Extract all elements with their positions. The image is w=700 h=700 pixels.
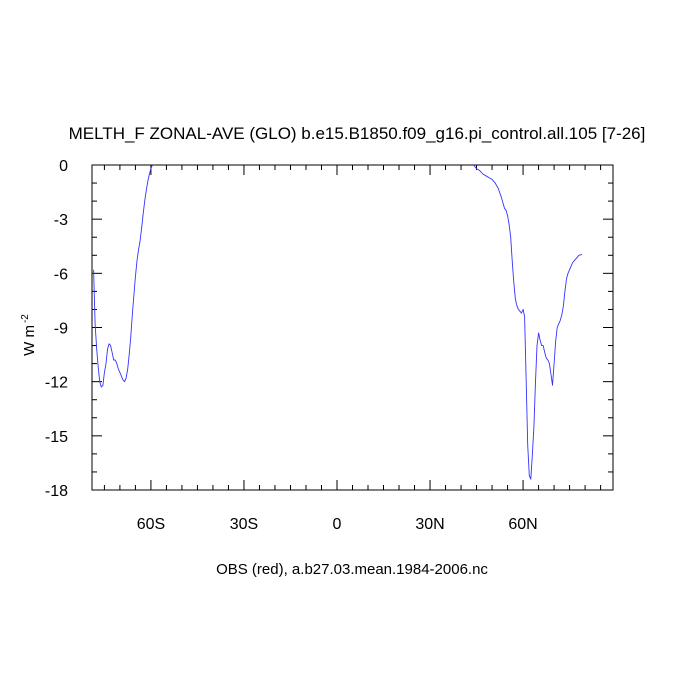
- series-line: [473, 164, 583, 480]
- series-layer: [93, 164, 583, 480]
- plot-area: [91, 164, 614, 491]
- chart-title: MELTH_F ZONAL-AVE (GLO) b.e15.B1850.f09_…: [69, 124, 646, 143]
- x-tick-label: 30N: [415, 516, 444, 533]
- y-tick-label: -6: [54, 266, 68, 283]
- series-line: [93, 164, 153, 388]
- y-tick-label: -9: [54, 321, 68, 338]
- y-tick-label: -18: [45, 483, 68, 500]
- x-tick-label: 0: [333, 516, 342, 533]
- x-axis-label: OBS (red), a.b27.03.mean.1984-2006.nc: [216, 561, 488, 578]
- x-tick-label: 60N: [508, 516, 537, 533]
- y-axis-label-unit: W m: [21, 325, 38, 356]
- y-axis-label: W m -2: [20, 314, 38, 356]
- x-tick-label: 60S: [137, 516, 165, 533]
- y-tick-label: 0: [59, 158, 68, 175]
- y-axis: 0 -3 -6 -9 -12 -15 -18: [45, 158, 613, 500]
- y-tick-label: -12: [45, 375, 68, 392]
- y-tick-label: -15: [45, 429, 68, 446]
- plot-border: [91, 164, 614, 491]
- y-tick-label: -3: [54, 212, 68, 229]
- y-axis-label-exponent: -2: [20, 314, 31, 323]
- x-axis: 60S 30S 0 30N 60N: [103, 165, 602, 533]
- x-tick-label: 30S: [230, 516, 258, 533]
